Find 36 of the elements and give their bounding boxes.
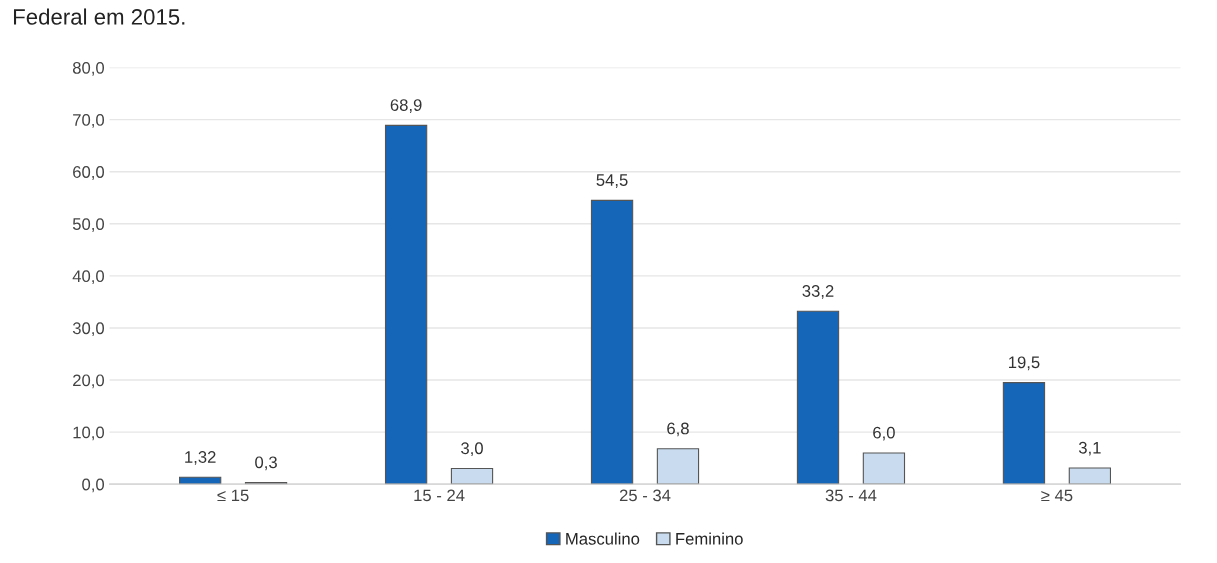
data-label: 33,2 bbox=[802, 285, 834, 299]
bar bbox=[862, 452, 906, 485]
x-tick-label: 35 - 44 bbox=[825, 489, 877, 502]
data-label: 19,5 bbox=[1009, 356, 1040, 371]
text: Federal em 2015. bbox=[13, 8, 185, 25]
data-label: 6,0 bbox=[873, 426, 895, 441]
y-tick-label: 70,0 bbox=[73, 114, 105, 128]
bar bbox=[450, 468, 494, 485]
data-label: 0,3 bbox=[255, 456, 277, 471]
legend-label: Feminino bbox=[676, 532, 743, 545]
bar bbox=[1002, 382, 1046, 485]
bar bbox=[178, 476, 222, 485]
bar bbox=[1068, 467, 1112, 485]
x-tick-label: ≥ 45 bbox=[1041, 489, 1073, 502]
data-label: 54,5 bbox=[596, 174, 628, 188]
y-tick-label: 10,0 bbox=[73, 426, 105, 441]
x-tick-label: ≤ 15 bbox=[217, 489, 249, 502]
y-tick-label: 60,0 bbox=[73, 166, 105, 180]
data-label: 6,8 bbox=[667, 422, 689, 437]
y-tick-label: 30,0 bbox=[72, 322, 105, 337]
y-tick-label: 40,0 bbox=[72, 270, 105, 285]
bar bbox=[796, 310, 840, 485]
bar bbox=[384, 124, 428, 485]
x-tick-label: 15 - 24 bbox=[414, 489, 465, 502]
bar bbox=[656, 448, 700, 485]
data-label: 3,1 bbox=[1078, 441, 1101, 456]
data-label: 68,9 bbox=[390, 99, 422, 113]
y-tick-label: 50,0 bbox=[72, 218, 105, 232]
x-tick-label: 25 - 34 bbox=[619, 489, 671, 502]
y-tick-label: 0,0 bbox=[82, 478, 105, 493]
y-tick-label: 80,0 bbox=[72, 61, 105, 76]
y-tick-label: 20,0 bbox=[73, 374, 105, 389]
bar bbox=[590, 199, 634, 485]
legend-label: Masculino bbox=[566, 532, 640, 545]
data-label: 1,32 bbox=[185, 451, 216, 465]
data-label: 3,0 bbox=[461, 442, 483, 457]
